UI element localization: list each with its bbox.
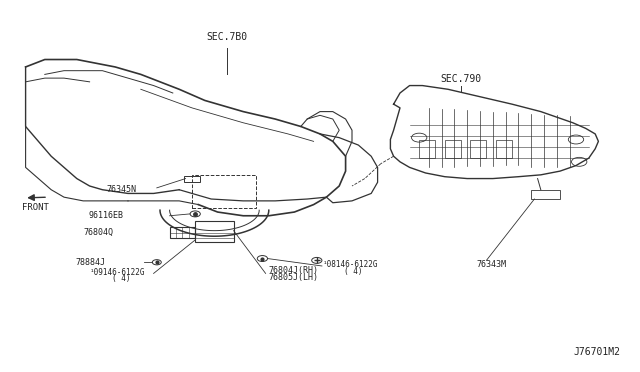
Text: 76804J(RH): 76804J(RH) (269, 266, 319, 275)
Text: ( 4): ( 4) (112, 275, 131, 283)
Text: SEC.7B0: SEC.7B0 (207, 32, 248, 42)
Text: ¹08146-6122G: ¹08146-6122G (323, 260, 379, 269)
Text: 96116EB: 96116EB (88, 211, 124, 220)
Text: 76345N: 76345N (106, 185, 136, 194)
Text: SEC.790: SEC.790 (440, 74, 481, 84)
Text: 76343M: 76343M (477, 260, 507, 269)
Text: J76701M2: J76701M2 (574, 347, 621, 357)
Text: 76804Q: 76804Q (84, 228, 114, 237)
Text: FRONT: FRONT (22, 203, 49, 212)
Text: 78884J: 78884J (76, 258, 106, 267)
Text: ( 4): ( 4) (344, 267, 362, 276)
Text: 76805J(LH): 76805J(LH) (269, 273, 319, 282)
Text: ¹09146-6122G: ¹09146-6122G (90, 268, 145, 277)
